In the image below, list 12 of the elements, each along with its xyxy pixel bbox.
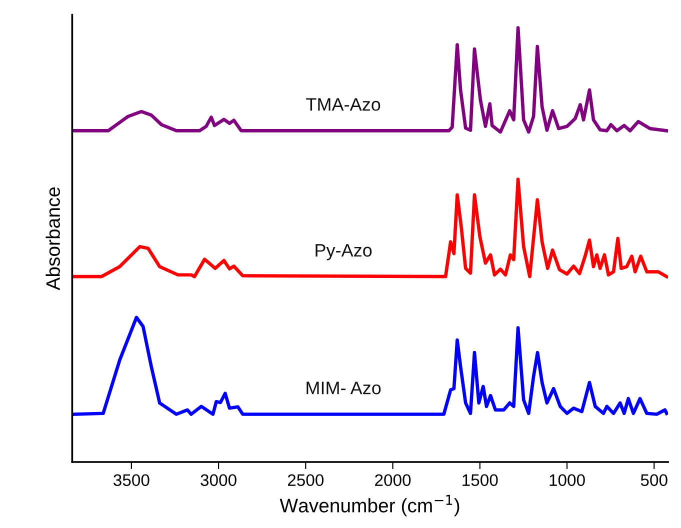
x-tick-label: 2500 <box>288 474 324 486</box>
series-label: TMA-Azo <box>306 98 380 111</box>
x-tick-label: 2000 <box>375 474 411 486</box>
x-tick-label: 3500 <box>114 474 150 486</box>
series-label: MIM- Azo <box>306 382 381 394</box>
x-tick-label: 1000 <box>550 474 585 486</box>
y-axis-title: Absorbance <box>46 187 60 290</box>
x-axis-title: Wavenumber (cm$^{−1}$) <box>280 494 460 516</box>
x-tick-label: 1500 <box>462 474 498 486</box>
x-tick-label: 500 <box>640 474 668 486</box>
x-tick-label: 3000 <box>200 474 236 486</box>
series-label: Py-Azo <box>316 244 372 260</box>
